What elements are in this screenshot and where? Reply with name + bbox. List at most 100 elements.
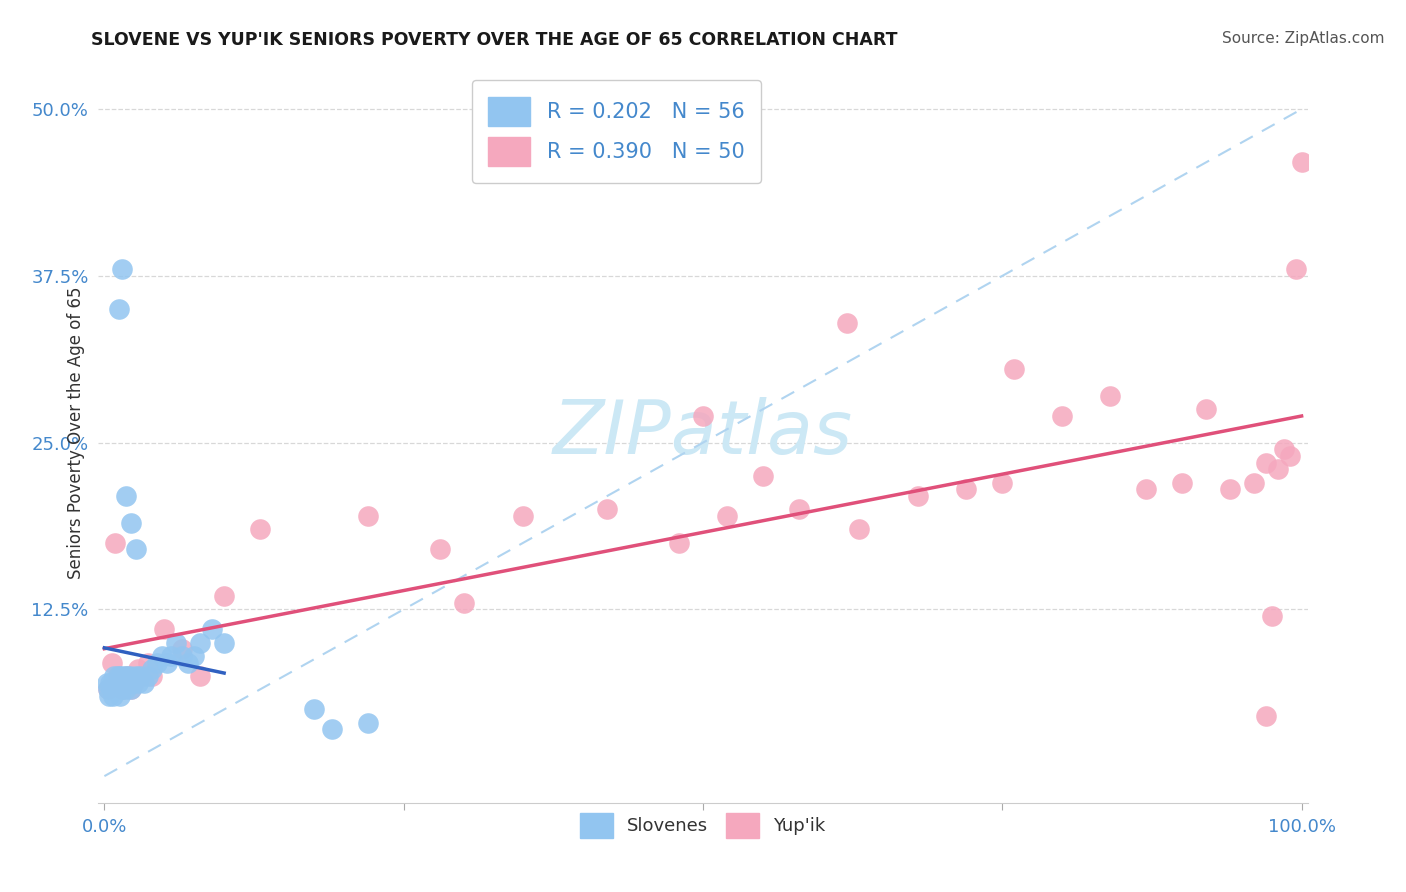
Point [512,508,534,523]
Legend: Slovenes, Yup'ik: Slovenes, Yup'ik [574,805,832,846]
Point [1050,409,1073,423]
Point [96,675,118,690]
Point [668,535,690,549]
Point [1171,475,1194,490]
Point [172,648,194,663]
Point [100,682,122,697]
Point [136,656,159,670]
Point [1099,389,1122,403]
Point [1254,456,1277,470]
Point [112,669,135,683]
Point [103,669,125,683]
Point [1267,462,1289,476]
Point [122,675,145,690]
Point [1254,709,1277,723]
Point [100,656,122,670]
Point [136,669,159,683]
Point [97,682,120,697]
Point [100,675,122,690]
Point [907,489,929,503]
Point [108,675,131,690]
Point [848,522,870,536]
Point [124,675,146,690]
Point [596,502,619,516]
Point [153,623,176,637]
Point [188,669,211,683]
Point [105,675,128,690]
Point [172,642,194,657]
Text: Source: ZipAtlas.com: Source: ZipAtlas.com [1222,31,1385,46]
Point [321,723,343,737]
Point [141,669,163,683]
Point [357,508,380,523]
Point [107,302,129,317]
Point [132,675,155,690]
Point [115,669,138,683]
Point [104,675,127,690]
Point [302,702,325,716]
Point [201,623,224,637]
Point [787,502,810,516]
Point [101,675,124,690]
Point [183,648,205,663]
Text: SLOVENE VS YUP'IK SENIORS POVERTY OVER THE AGE OF 65 CORRELATION CHART: SLOVENE VS YUP'IK SENIORS POVERTY OVER T… [91,31,898,49]
Text: ZIPatlas: ZIPatlas [553,397,853,468]
Point [156,656,179,670]
Point [104,535,127,549]
Point [117,675,139,690]
Point [107,669,129,683]
Point [188,636,211,650]
Point [120,516,142,530]
Point [177,656,200,670]
Point [991,475,1014,490]
Point [111,682,134,697]
Point [835,316,858,330]
Point [97,682,120,697]
Point [692,409,714,423]
Point [716,508,738,523]
Point [111,682,134,697]
Point [160,648,183,663]
Point [114,675,136,690]
Point [1219,483,1241,497]
Point [108,689,131,703]
Point [124,542,146,557]
Point [107,675,129,690]
Point [115,489,138,503]
Point [107,682,129,697]
Point [107,682,129,697]
Point [115,669,138,683]
Point [110,675,132,690]
Point [120,682,142,697]
Point [1278,449,1301,463]
Point [98,689,121,703]
Point [111,262,134,277]
Point [141,662,163,676]
Point [1195,402,1218,417]
Point [1135,483,1157,497]
Point [127,662,149,676]
Point [115,682,138,697]
Point [129,669,152,683]
Point [111,675,134,690]
Point [249,522,271,536]
Point [1272,442,1295,457]
Y-axis label: Seniors Poverty Over the Age of 65: Seniors Poverty Over the Age of 65 [66,286,84,579]
Point [127,675,149,690]
Point [146,656,169,670]
Point [103,682,125,697]
Point [132,669,155,683]
Point [108,669,131,683]
Point [110,682,132,697]
Point [107,669,129,683]
Point [1291,155,1313,169]
Point [212,636,235,650]
Point [1260,609,1282,624]
Point [104,682,127,697]
Point [150,648,173,663]
Point [429,542,451,557]
Point [955,483,977,497]
Point [165,636,187,650]
Point [1243,475,1265,490]
Point [453,596,475,610]
